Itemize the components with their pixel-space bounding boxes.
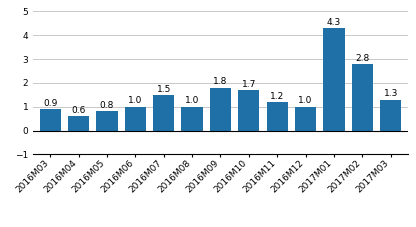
Bar <box>68 116 89 131</box>
Bar <box>97 111 118 131</box>
Bar <box>153 95 174 131</box>
Text: 1.5: 1.5 <box>156 85 171 94</box>
Text: 1.7: 1.7 <box>242 80 256 89</box>
Bar <box>210 88 231 131</box>
Bar <box>380 99 401 131</box>
Text: 1.8: 1.8 <box>213 77 228 86</box>
Text: 1.2: 1.2 <box>270 92 284 101</box>
Bar <box>40 109 61 131</box>
Text: 1.0: 1.0 <box>298 96 313 106</box>
Bar <box>323 28 344 131</box>
Text: 1.0: 1.0 <box>128 96 143 106</box>
Text: 4.3: 4.3 <box>327 18 341 27</box>
Text: 0.8: 0.8 <box>100 101 114 110</box>
Text: 1.3: 1.3 <box>384 89 398 98</box>
Text: 1.0: 1.0 <box>185 96 199 106</box>
Text: 0.9: 0.9 <box>43 99 57 108</box>
Bar <box>267 102 288 131</box>
Bar <box>352 64 373 131</box>
Bar <box>125 107 146 131</box>
Text: 0.6: 0.6 <box>72 106 86 115</box>
Text: 2.8: 2.8 <box>355 54 369 63</box>
Bar <box>295 107 316 131</box>
Bar <box>238 90 260 131</box>
Bar <box>181 107 203 131</box>
